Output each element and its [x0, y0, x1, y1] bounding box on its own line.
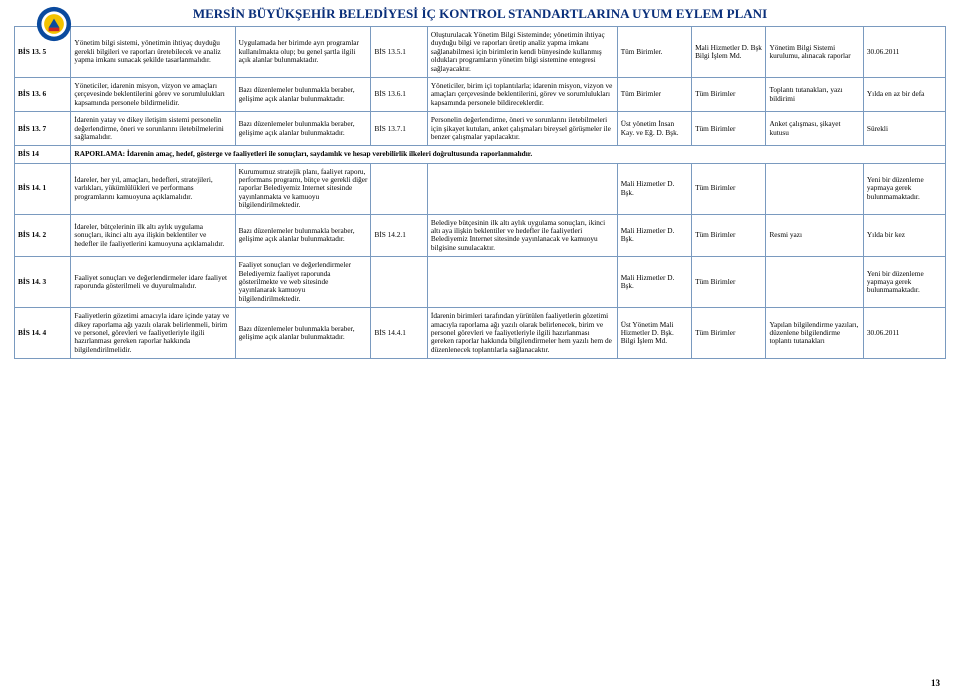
page-number: 13	[931, 678, 940, 688]
cell-code: BİS 14. 3	[15, 257, 71, 308]
cell-c1: Yönetim bilgi sistemi, yönetimin ihtiyaç…	[71, 27, 235, 78]
cell-c3: BİS 14.2.1	[371, 214, 427, 257]
cell-c8: Yılda bir kez	[863, 214, 945, 257]
cell-code: BİS 13. 7	[15, 112, 71, 146]
cell-c2: Faaliyet sonuçları ve değerlendirmeler B…	[235, 257, 371, 308]
section-text: RAPORLAMA: İdarenin amaç, hedef, gösterg…	[71, 146, 946, 163]
cell-c6: Tüm Birimler	[692, 257, 766, 308]
table-row: BİS 13. 5Yönetim bilgi sistemi, yönetimi…	[15, 27, 946, 78]
cell-c8: Yeni bir düzenleme yapmaya gerek bulunma…	[863, 257, 945, 308]
municipality-logo-icon	[36, 6, 72, 42]
table-row: BİS 14. 4Faaliyetlerin gözetimi amacıyla…	[15, 308, 946, 359]
cell-c4: Belediye bütçesinin ilk altı aylık uygul…	[427, 214, 617, 257]
page-title: MERSİN BÜYÜKŞEHİR BELEDİYESİ İÇ KONTROL …	[193, 6, 767, 22]
cell-c2: Kurumumuz stratejik planı, faaliyet rapo…	[235, 163, 371, 214]
cell-c6: Tüm Birimler	[692, 214, 766, 257]
cell-c1: Faaliyet sonuçları ve değerlendirmeler i…	[71, 257, 235, 308]
cell-c4: Yöneticiler, birim içi toplantılarla; id…	[427, 77, 617, 111]
cell-c2: Bazı düzenlemeler bulunmakla beraber, ge…	[235, 112, 371, 146]
table-row: BİS 14. 3Faaliyet sonuçları ve değerlend…	[15, 257, 946, 308]
cell-c2: Bazı düzenlemeler bulunmakla beraber, ge…	[235, 77, 371, 111]
cell-c7	[766, 163, 863, 214]
action-plan-table: BİS 13. 5Yönetim bilgi sistemi, yönetimi…	[14, 26, 946, 359]
cell-c4: İdarenin birimleri tarafından yürütülen …	[427, 308, 617, 359]
cell-c7: Anket çalışması, şikayet kutusu	[766, 112, 863, 146]
cell-code: BİS 13. 6	[15, 77, 71, 111]
cell-c3: BİS 13.7.1	[371, 112, 427, 146]
cell-c7: Toplantı tutanakları, yazı bildirimi	[766, 77, 863, 111]
cell-c8: 30.06.2011	[863, 27, 945, 78]
table-row: BİS 13. 6Yöneticiler, idarenin misyon, v…	[15, 77, 946, 111]
cell-c6: Tüm Birimler	[692, 77, 766, 111]
cell-c5: Mali Hizmetler D. Bşk.	[617, 163, 691, 214]
cell-c1: İdareler, her yıl, amaçları, hedefleri, …	[71, 163, 235, 214]
section-row: BİS 14RAPORLAMA: İdarenin amaç, hedef, g…	[15, 146, 946, 163]
page: MERSİN BÜYÜKŞEHİR BELEDİYESİ İÇ KONTROL …	[0, 0, 960, 692]
section-code: BİS 14	[15, 146, 71, 163]
cell-c1: Faaliyetlerin gözetimi amacıyla idare iç…	[71, 308, 235, 359]
cell-c2: Uygulamada her birimde ayrı programlar k…	[235, 27, 371, 78]
cell-c8: Sürekli	[863, 112, 945, 146]
cell-c5: Tüm Birimler.	[617, 27, 691, 78]
cell-code: BİS 14. 1	[15, 163, 71, 214]
cell-c6: Tüm Birimler	[692, 163, 766, 214]
cell-c3: BİS 13.6.1	[371, 77, 427, 111]
cell-c7: Yönetim Bilgi Sistemi kurulumu, alınacak…	[766, 27, 863, 78]
table-row: BİS 14. 2İdareler, bütçelerinin ilk altı…	[15, 214, 946, 257]
cell-c4: Personelin değerlendirme, öneri ve sorun…	[427, 112, 617, 146]
cell-c3	[371, 163, 427, 214]
cell-code: BİS 14. 2	[15, 214, 71, 257]
cell-c3: BİS 13.5.1	[371, 27, 427, 78]
cell-c1: İdarenin yatay ve dikey iletişim sistemi…	[71, 112, 235, 146]
cell-c5: Üst yönetim İnsan Kay. ve Eğ. D. Bşk.	[617, 112, 691, 146]
cell-c1: Yöneticiler, idarenin misyon, vizyon ve …	[71, 77, 235, 111]
cell-c5: Mali Hizmetler D. Bşk.	[617, 214, 691, 257]
cell-c7	[766, 257, 863, 308]
cell-c6: Tüm Birimler	[692, 308, 766, 359]
cell-c4: Oluşturulacak Yönetim Bilgi Sisteminde; …	[427, 27, 617, 78]
table-row: BİS 14. 1İdareler, her yıl, amaçları, he…	[15, 163, 946, 214]
cell-c5: Mali Hizmetler D. Bşk.	[617, 257, 691, 308]
cell-c1: İdareler, bütçelerinin ilk altı aylık uy…	[71, 214, 235, 257]
cell-c8: Yılda en az bir defa	[863, 77, 945, 111]
cell-c5: Üst Yönetim Mali Hizmetler D. Bşk. Bilgi…	[617, 308, 691, 359]
cell-c4	[427, 163, 617, 214]
table-row: BİS 13. 7İdarenin yatay ve dikey iletişi…	[15, 112, 946, 146]
cell-c2: Bazı düzenlemeler bulunmakla beraber, ge…	[235, 214, 371, 257]
header: MERSİN BÜYÜKŞEHİR BELEDİYESİ İÇ KONTROL …	[14, 6, 946, 22]
cell-c6: Mali Hizmetler D. Bşk Bilgi İşlem Md.	[692, 27, 766, 78]
cell-c5: Tüm Birimler	[617, 77, 691, 111]
cell-c3: BİS 14.4.1	[371, 308, 427, 359]
cell-c3	[371, 257, 427, 308]
cell-c7: Resmi yazı	[766, 214, 863, 257]
cell-c2: Bazı düzenlemeler bulunmakla beraber, ge…	[235, 308, 371, 359]
cell-c7: Yapılan bilgilendirme yazıları, düzenlen…	[766, 308, 863, 359]
cell-code: BİS 14. 4	[15, 308, 71, 359]
cell-c8: 30.06.2011	[863, 308, 945, 359]
cell-c6: Tüm Birimler	[692, 112, 766, 146]
cell-c4	[427, 257, 617, 308]
cell-c8: Yeni bir düzenleme yapmaya gerek bulunma…	[863, 163, 945, 214]
